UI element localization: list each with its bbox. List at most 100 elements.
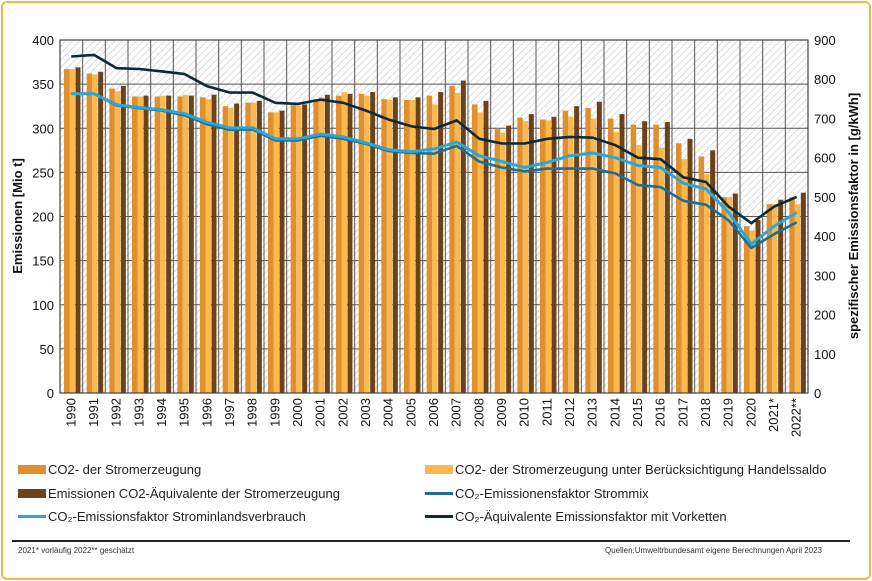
bar-0-2013: [585, 107, 591, 393]
bar-0-1992: [109, 88, 115, 393]
y2-tick-label: 300: [814, 268, 836, 283]
legend-item: Emissionen CO2-Äquivalente der Stromerze…: [18, 486, 340, 501]
y-tick-label: 400: [32, 33, 54, 48]
bar-2-2017: [687, 138, 693, 393]
bar-2-2009: [506, 125, 512, 393]
x-tick-label: 2000: [290, 398, 305, 427]
bar-1-2022**: [794, 204, 801, 393]
legend-label: CO₂-Emissionsfaktor Strominlandsverbrauc…: [48, 509, 306, 524]
x-tick-label: 2020: [743, 398, 758, 427]
legend-label: CO2- der Stromerzeugung: [48, 462, 202, 477]
x-tick-label: 2010: [517, 398, 532, 427]
bar-0-2004: [381, 99, 387, 393]
bar-0-2016: [653, 124, 659, 393]
legend-item: CO2- der Stromerzeugung: [18, 462, 201, 477]
bar-0-1995: [177, 96, 183, 393]
x-tick-label: 2002: [335, 398, 350, 427]
bar-2-1993: [143, 95, 149, 393]
bar-2-2006: [438, 92, 444, 393]
bar-1-1991: [92, 74, 98, 393]
line-series-2: [71, 53, 798, 225]
bar-0-2010: [517, 117, 523, 393]
x-tick-label: 2015: [630, 398, 645, 427]
legend-swatch: [425, 465, 453, 474]
bar-2-2019: [732, 193, 738, 393]
bar-0-2022**: [789, 197, 795, 393]
legend-line: [425, 515, 453, 518]
bar-0-1996: [200, 97, 206, 394]
bar-1-2007: [454, 92, 461, 393]
x-tick-label: 2007: [449, 398, 464, 427]
footer-source: Quellen:Umweltrbundesamt eigene Berechnu…: [604, 546, 822, 555]
x-tick-label: 2003: [358, 398, 373, 427]
y2-tick-label: 900: [814, 33, 836, 48]
x-tick-label: 1990: [63, 398, 78, 427]
x-tick-label: 1993: [131, 398, 146, 427]
bar-1-2009: [500, 132, 506, 393]
bar-1-2008: [477, 112, 483, 394]
y-tick-label: 300: [32, 121, 54, 136]
x-tick-label: 2012: [562, 398, 577, 427]
legend-label: CO2- der Stromerzeugung unter Berücksich…: [455, 462, 827, 477]
y-tick-label: 150: [32, 254, 54, 269]
bar-0-2009: [494, 129, 501, 393]
bar-2-1995: [188, 95, 194, 393]
bar-0-1997: [222, 106, 229, 393]
bar-2-2007: [460, 80, 466, 393]
bar-2-1991: [98, 71, 104, 394]
bar-0-2007: [449, 85, 455, 393]
bar-0-2018: [698, 156, 705, 393]
chart: 0 50 100 150 200 250 300 350 400 0 100 200 300 400 500…: [10, 33, 861, 437]
x-tick-label: 1995: [177, 398, 192, 427]
legend-item: CO₂-Äquivalente Emissionsfaktor mit Vork…: [425, 509, 727, 524]
bar-2-1997: [234, 103, 240, 393]
bar-2-2018: [710, 150, 716, 393]
bar-0-2001: [313, 99, 319, 393]
bar-0-2005: [404, 100, 410, 393]
bar-2-2014: [619, 114, 625, 393]
bar-1-2002: [341, 92, 347, 393]
x-tick-label: 1991: [86, 398, 101, 427]
bar-1-2016: [658, 147, 665, 393]
y2-tick-label: 800: [814, 72, 836, 87]
legend-swatch: [18, 465, 46, 474]
y-tick-label: 250: [32, 165, 54, 180]
bar-1-1994: [160, 95, 166, 393]
y2-axis-title: spezifischer Emissionsfaktor in [g/kWh]: [846, 93, 861, 339]
x-tick-label: 2001: [313, 398, 328, 427]
bar-1-2015: [636, 145, 642, 393]
x-tick-label: 2017: [675, 398, 690, 427]
footer-divider: [12, 540, 850, 542]
plot-border: [59, 39, 809, 394]
bar-1-2017: [681, 159, 687, 393]
bar-2-2012: [574, 106, 580, 393]
bar-0-2019: [721, 197, 727, 393]
y2-tick-label: 400: [814, 229, 836, 244]
bar-1-1993: [137, 96, 143, 393]
bar-2-1998: [256, 100, 262, 393]
bar-0-1998: [245, 102, 251, 393]
x-tick-label: 2022**: [789, 398, 804, 437]
bar-2-2001: [324, 94, 330, 393]
bar-1-1995: [182, 94, 189, 393]
bar-2-1990: [75, 67, 81, 394]
y-tick-label: 100: [32, 298, 54, 313]
bar-1-2004: [386, 100, 393, 393]
bar-1-1999: [273, 112, 279, 394]
bar-2-2002: [347, 93, 353, 394]
bar-1-2014: [613, 131, 619, 393]
bar-2-2000: [302, 104, 308, 394]
y2-tick-label: 500: [814, 190, 836, 205]
x-tick-label: 2018: [698, 398, 713, 427]
bar-2-1999: [279, 110, 285, 393]
bar-0-2021*: [766, 204, 773, 393]
x-tick-label: 1992: [109, 398, 124, 427]
bar-1-2001: [318, 97, 325, 394]
legend-line: [425, 492, 453, 495]
y-tick-label: 0: [47, 386, 54, 401]
bar-0-1999: [268, 112, 274, 394]
x-tick-label: 2013: [585, 398, 600, 427]
bar-2-2015: [642, 121, 648, 393]
footer-note: 2021* vorläufig 2022** geschätzt: [18, 546, 135, 555]
bar-1-2021*: [772, 204, 778, 393]
